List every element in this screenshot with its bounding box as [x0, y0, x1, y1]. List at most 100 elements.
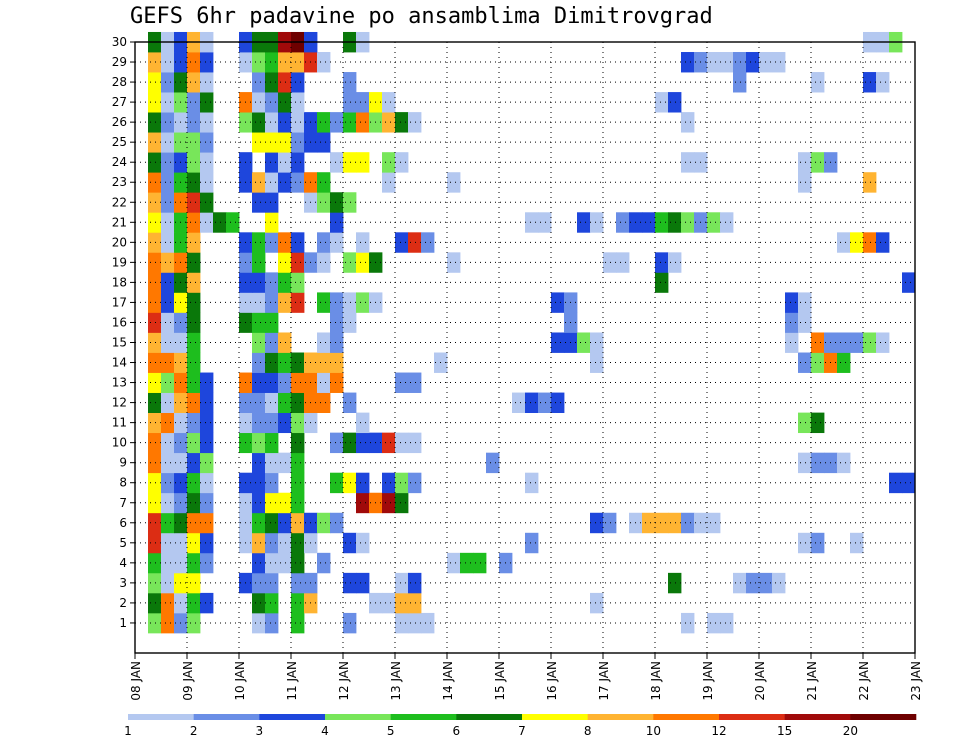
heatmap-cell	[837, 232, 851, 253]
heatmap-cell	[291, 372, 305, 393]
heatmap-cell	[746, 52, 760, 73]
y-tick-label: 2	[119, 596, 127, 610]
heatmap-cell	[525, 532, 539, 554]
heatmap-cell	[278, 272, 292, 293]
y-tick-label: 12	[112, 396, 127, 410]
heatmap-cell	[395, 492, 409, 514]
heatmap-cell	[252, 492, 266, 514]
heatmap-cell	[681, 512, 695, 534]
heatmap-cell	[291, 72, 305, 93]
heatmap-cell	[278, 452, 292, 474]
heatmap-cell	[447, 552, 461, 574]
heatmap-cell	[265, 432, 279, 454]
legend-label: 6	[453, 724, 461, 738]
heatmap-cell	[343, 432, 357, 454]
heatmap-cell	[837, 332, 851, 353]
heatmap-cell	[252, 412, 266, 434]
heatmap-cell	[278, 532, 292, 554]
heatmap-cell	[382, 432, 396, 454]
heatmap-cell	[161, 132, 175, 153]
heatmap-cell	[252, 512, 266, 534]
heatmap-cell	[330, 192, 344, 213]
heatmap-cell	[265, 272, 279, 293]
heatmap-cell	[330, 232, 344, 253]
y-tick-label: 28	[112, 75, 127, 89]
heatmap-cell	[616, 252, 630, 273]
heatmap-cell	[590, 212, 604, 233]
heatmap-cell	[590, 332, 604, 353]
heatmap-cell	[356, 432, 370, 454]
heatmap-cell	[187, 552, 201, 574]
heatmap-cell	[317, 112, 331, 133]
y-tick-label: 5	[119, 536, 127, 550]
heatmap-cell	[382, 492, 396, 514]
heatmap-cell	[265, 472, 279, 494]
heatmap-cell	[265, 232, 279, 253]
heatmap-cell	[252, 572, 266, 594]
heatmap-cell	[343, 92, 357, 113]
heatmap-cell	[265, 132, 279, 153]
heatmap-cell	[148, 312, 162, 333]
heatmap-cell	[850, 332, 864, 353]
heatmap-cell	[252, 232, 266, 253]
heatmap-cell	[200, 392, 214, 413]
heatmap-cell	[187, 532, 201, 554]
heatmap-cell	[590, 352, 604, 373]
heatmap-cell	[330, 152, 344, 173]
heatmap-cell	[161, 192, 175, 213]
heatmap-cell	[616, 212, 630, 233]
heatmap-cell	[148, 152, 162, 173]
heatmap-cell	[161, 312, 175, 333]
heatmap-cell	[200, 532, 214, 554]
heatmap-cell	[252, 532, 266, 554]
heatmap-cell	[811, 72, 825, 93]
heatmap-cell	[395, 232, 409, 253]
heatmap-cell	[148, 412, 162, 434]
heatmap-cell	[187, 472, 201, 494]
heatmap-cell	[148, 452, 162, 474]
heatmap-cell	[811, 452, 825, 474]
plot-frame	[134, 41, 916, 654]
heatmap-cell	[460, 552, 474, 574]
heatmap-cell	[265, 412, 279, 434]
heatmap-cell	[291, 512, 305, 534]
heatmap-cell	[252, 392, 266, 413]
heatmap-cell	[252, 172, 266, 193]
heatmap-cell	[148, 252, 162, 273]
heatmap-cell	[876, 72, 890, 93]
heatmap-cell	[161, 52, 175, 73]
heatmap-cell	[278, 392, 292, 413]
heatmap-cell	[317, 192, 331, 213]
heatmap-cell	[161, 112, 175, 133]
heatmap-cell	[161, 232, 175, 253]
heatmap-cell	[187, 252, 201, 273]
heatmap-cell	[148, 552, 162, 574]
y-tick-label: 3	[119, 576, 127, 590]
x-tick-label: 23 JAN	[909, 661, 923, 701]
heatmap-cell	[278, 52, 292, 73]
heatmap-cell	[252, 352, 266, 373]
heatmap-cell	[200, 152, 214, 173]
heatmap-cell	[551, 292, 565, 313]
heatmap-cell	[148, 532, 162, 554]
legend-label: 15	[777, 724, 792, 738]
heatmap-cell	[278, 352, 292, 373]
heatmap-cell	[447, 172, 461, 193]
heatmap-cell	[837, 352, 851, 373]
heatmap-cell	[291, 52, 305, 73]
heatmap-cell	[395, 152, 409, 173]
y-tick-label: 21	[112, 215, 127, 229]
y-tick-label: 7	[119, 496, 127, 510]
heatmap-cell	[265, 292, 279, 313]
heatmap-cell	[356, 252, 370, 273]
heatmap-cell	[382, 152, 396, 173]
heatmap-cell	[161, 512, 175, 534]
heatmap-cell	[681, 612, 695, 634]
heatmap-cell	[330, 292, 344, 313]
heatmap-cell	[733, 572, 747, 594]
heatmap-cell	[798, 352, 812, 373]
heatmap-cell	[187, 412, 201, 434]
heatmap-cell	[265, 572, 279, 594]
heatmap-cell	[187, 312, 201, 333]
heatmap-cell	[161, 572, 175, 594]
